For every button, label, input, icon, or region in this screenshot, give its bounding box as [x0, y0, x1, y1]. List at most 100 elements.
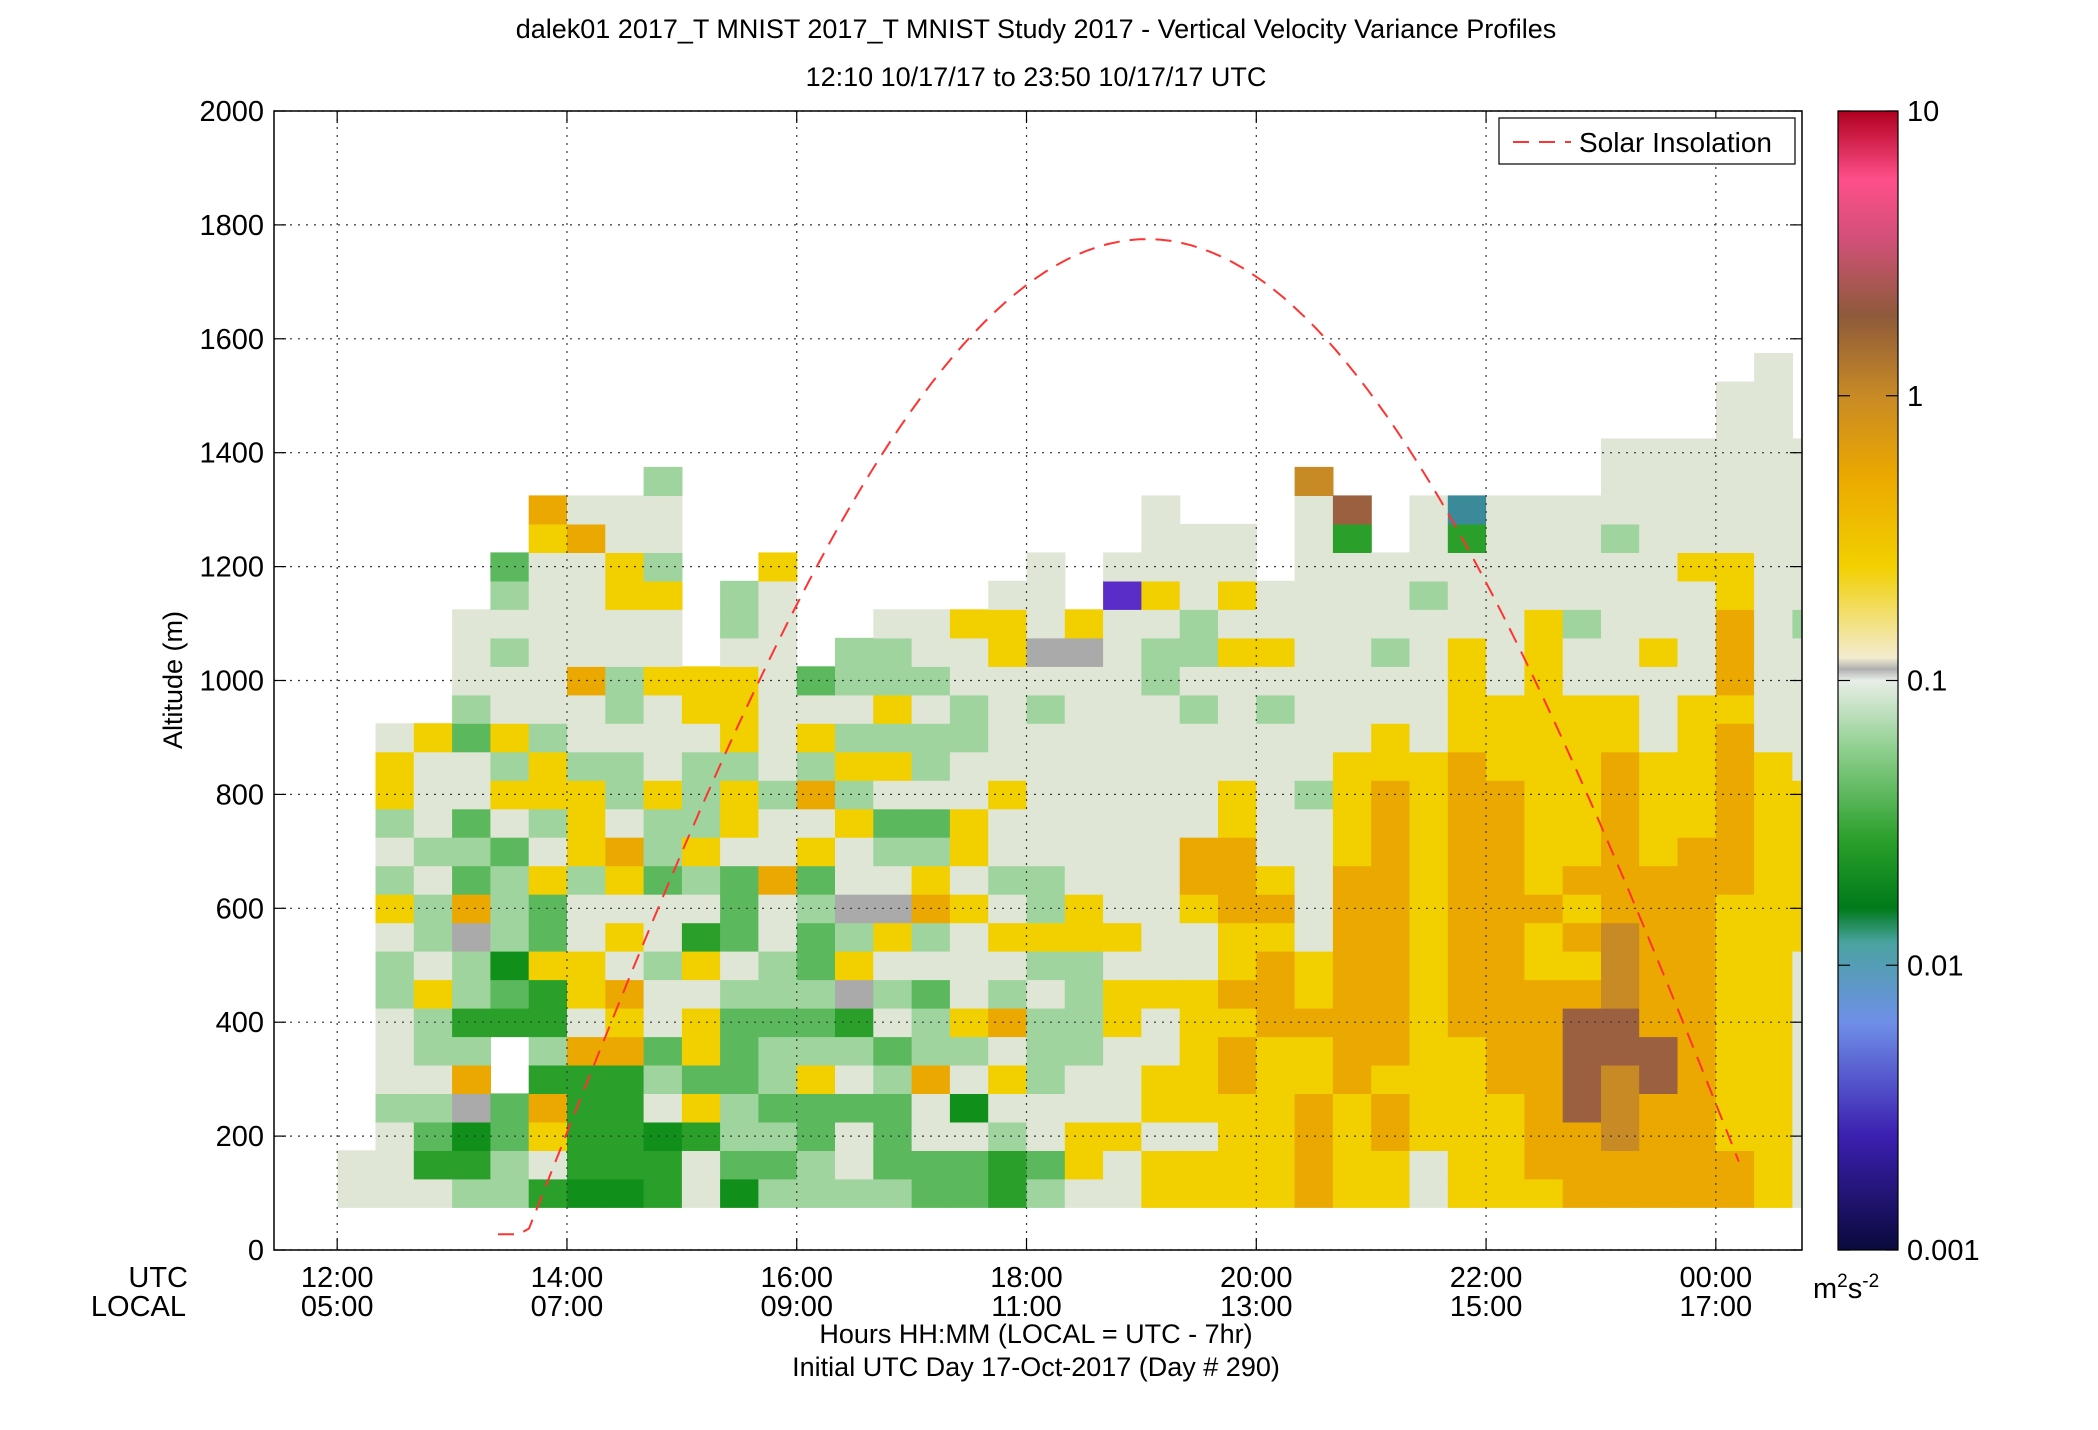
heatmap-cell	[1677, 723, 1717, 753]
heatmap-cell	[1026, 694, 1066, 724]
heatmap-cell	[1562, 523, 1602, 553]
heatmap-cell	[1409, 780, 1449, 810]
heatmap-cell	[1984, 609, 2023, 638]
x-tick-label-local: 05:00	[301, 1291, 374, 1323]
heatmap-cell	[1524, 837, 1564, 867]
heatmap-cell	[643, 951, 683, 981]
heatmap-cell	[758, 1093, 798, 1123]
heatmap-cell	[1409, 1150, 1449, 1180]
heatmap-cell	[1601, 808, 1640, 838]
heatmap-cell	[643, 1178, 683, 1208]
heatmap-cell	[605, 1093, 645, 1123]
heatmap-cell	[1256, 951, 1296, 981]
heatmap-cell	[567, 694, 606, 724]
heatmap-cell	[1026, 865, 1066, 895]
heatmap-cell	[949, 865, 989, 895]
heatmap-cell	[949, 1121, 989, 1151]
heatmap-cell	[1792, 523, 1802, 553]
heatmap-cell	[1715, 495, 1755, 525]
heatmap-cell	[1984, 581, 2023, 610]
heatmap-cell	[375, 723, 415, 753]
heatmap-cell	[1984, 980, 2023, 1009]
heatmap-cell	[1601, 609, 1640, 639]
heatmap-cell	[1371, 951, 1411, 981]
heatmap-cell	[1639, 1150, 1679, 1180]
heatmap-cell	[1984, 1150, 2023, 1179]
heatmap-cell	[1447, 1036, 1487, 1066]
heatmap-cell	[643, 751, 683, 781]
heatmap-cell	[1179, 780, 1219, 810]
heatmap-cell	[643, 922, 683, 952]
heatmap-cell	[1409, 894, 1449, 924]
heatmap-cell	[758, 637, 798, 667]
heatmap-cell	[1486, 1150, 1525, 1180]
heatmap-cell	[1179, 666, 1219, 696]
heatmap-cell	[1179, 1093, 1219, 1123]
heatmap-cell	[1064, 979, 1104, 1009]
heatmap-cell	[567, 495, 606, 525]
heatmap-cell	[1486, 723, 1525, 753]
heatmap-cell	[1064, 780, 1104, 810]
heatmap-cell	[413, 723, 453, 753]
heatmap-cell	[1179, 979, 1219, 1009]
heatmap-cell	[1371, 837, 1411, 867]
heatmap-cell	[643, 1036, 683, 1066]
heatmap-cell	[528, 808, 568, 838]
heatmap-cell	[1984, 809, 2023, 838]
heatmap-cell	[1294, 751, 1334, 781]
heatmap-cell	[1639, 1036, 1679, 1066]
heatmap-cell	[758, 951, 798, 981]
heatmap-cell	[528, 837, 568, 867]
heatmap-cell	[605, 1036, 645, 1066]
heatmap-cell	[643, 694, 683, 724]
heatmap-cell	[1179, 1036, 1219, 1066]
colorbar-tick-label: 0.001	[1907, 1235, 1980, 1267]
heatmap-cell	[758, 1121, 798, 1151]
heatmap-cell	[1486, 1093, 1525, 1123]
heatmap-cell	[1754, 637, 1793, 667]
heatmap-cell	[720, 580, 759, 610]
heatmap-cell	[1486, 495, 1525, 525]
heatmap-cell	[1447, 922, 1487, 952]
heatmap-cell	[758, 837, 798, 867]
heatmap-cell	[835, 666, 874, 696]
heatmap-cell	[720, 1178, 759, 1208]
heatmap-cell	[567, 1150, 606, 1180]
heatmap-cell	[1639, 922, 1679, 952]
heatmap-cell	[1907, 866, 1946, 895]
heatmap-cell	[1409, 1178, 1449, 1208]
heatmap-cell	[1754, 1093, 1793, 1123]
heatmap-cell	[1103, 694, 1142, 724]
heatmap-cell	[1524, 751, 1564, 781]
heatmap-cell	[758, 894, 798, 924]
heatmap-cell	[1256, 751, 1296, 781]
heatmap-cell	[1218, 694, 1257, 724]
heatmap-cell	[1332, 1178, 1372, 1208]
heatmap-cell	[1026, 723, 1066, 753]
heatmap-cell	[1371, 1121, 1411, 1151]
heatmap-cell	[873, 723, 913, 753]
heatmap-cell	[949, 780, 989, 810]
heatmap-cell	[567, 609, 606, 639]
heatmap-cell	[1103, 1093, 1142, 1123]
heatmap-cell	[1179, 523, 1219, 553]
heatmap-cell	[1332, 951, 1372, 981]
heatmap-cell	[1601, 666, 1640, 696]
heatmap-cell	[1946, 495, 1985, 524]
heatmap-cell	[1715, 552, 1755, 582]
colorbar-tick-label: 1	[1907, 381, 1923, 413]
heatmap-cell	[1371, 808, 1411, 838]
heatmap-cell	[567, 1064, 606, 1094]
heatmap-cell	[1409, 1093, 1449, 1123]
heatmap-cell	[1064, 1036, 1104, 1066]
heatmap-cell	[413, 1064, 453, 1094]
heatmap-cell	[1754, 808, 1793, 838]
heatmap-cell	[528, 666, 568, 696]
heatmap-cell	[681, 694, 721, 724]
heatmap-cell	[1294, 723, 1334, 753]
heatmap-cell	[1179, 723, 1219, 753]
heatmap-cell	[1907, 410, 1946, 439]
heatmap-cell	[375, 1093, 415, 1123]
heatmap-cell	[681, 951, 721, 981]
heatmap-cell	[949, 1150, 989, 1180]
